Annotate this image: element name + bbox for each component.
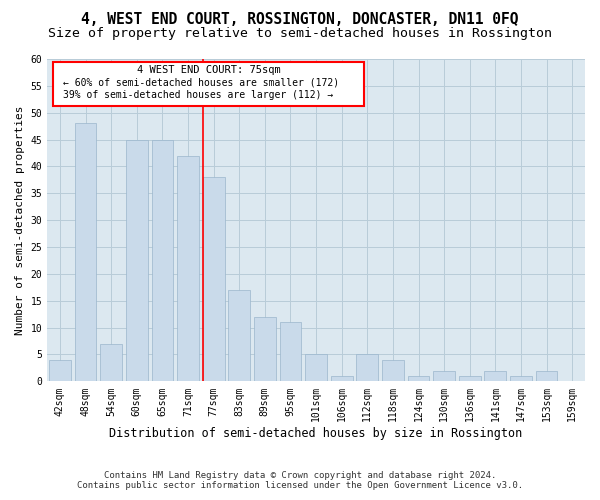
Bar: [280, 322, 301, 382]
Bar: [254, 317, 276, 382]
Text: Contains HM Land Registry data © Crown copyright and database right 2024.
Contai: Contains HM Land Registry data © Crown c…: [77, 470, 523, 490]
Bar: [74, 124, 97, 382]
Bar: [203, 177, 224, 382]
Bar: [126, 140, 148, 382]
X-axis label: Distribution of semi-detached houses by size in Rossington: Distribution of semi-detached houses by …: [109, 427, 523, 440]
Bar: [407, 376, 430, 382]
Bar: [49, 360, 71, 382]
Bar: [510, 376, 532, 382]
Text: Size of property relative to semi-detached houses in Rossington: Size of property relative to semi-detach…: [48, 28, 552, 40]
Bar: [356, 354, 378, 382]
Bar: [305, 354, 327, 382]
Bar: [433, 370, 455, 382]
Bar: [100, 344, 122, 382]
Bar: [152, 140, 173, 382]
Bar: [331, 376, 353, 382]
Text: 4, WEST END COURT, ROSSINGTON, DONCASTER, DN11 0FQ: 4, WEST END COURT, ROSSINGTON, DONCASTER…: [81, 12, 519, 28]
Bar: [229, 290, 250, 382]
Bar: [382, 360, 404, 382]
Y-axis label: Number of semi-detached properties: Number of semi-detached properties: [15, 106, 25, 335]
Text: 4 WEST END COURT: 75sqm: 4 WEST END COURT: 75sqm: [137, 66, 280, 76]
FancyBboxPatch shape: [53, 62, 364, 106]
Bar: [536, 370, 557, 382]
Text: 39% of semi-detached houses are larger (112) →: 39% of semi-detached houses are larger (…: [64, 90, 334, 100]
Bar: [484, 370, 506, 382]
Bar: [459, 376, 481, 382]
Text: ← 60% of semi-detached houses are smaller (172): ← 60% of semi-detached houses are smalle…: [64, 78, 340, 88]
Bar: [177, 156, 199, 382]
